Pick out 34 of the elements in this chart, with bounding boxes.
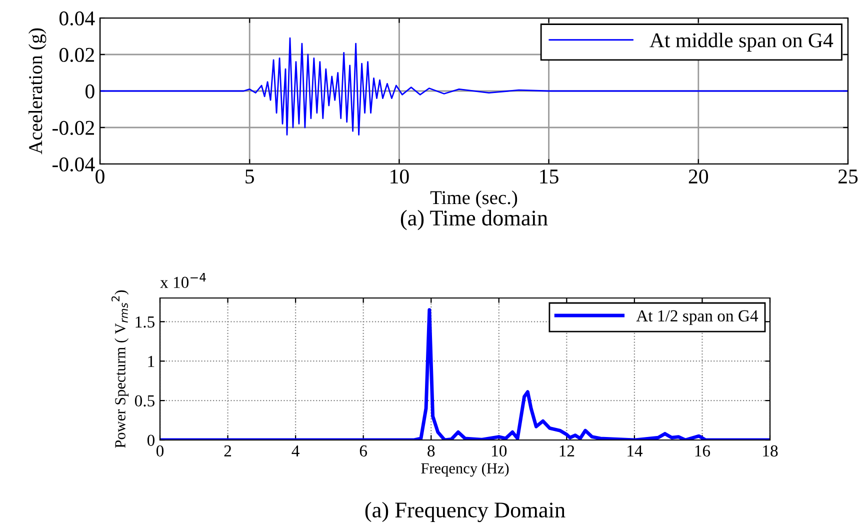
text: (a) Time domain xyxy=(400,210,548,230)
y-tick-label: 1.5 xyxy=(136,316,154,328)
y-tick-label: 1 xyxy=(148,356,154,367)
y-tick-label: 0.5 xyxy=(134,395,154,407)
y-axis-title: Power Specturm ( V$_{rms}$$^{2}$) xyxy=(111,290,129,448)
x-tick-label: 14 xyxy=(628,445,643,456)
text: x 10$^{−4}$ xyxy=(160,273,206,288)
y-axis-title: Aceeleration (g) xyxy=(28,28,46,154)
x-tick-label: 15 xyxy=(540,170,558,184)
x-tick-label: 10 xyxy=(492,445,507,457)
x-tick-label: 20 xyxy=(688,169,708,184)
x-tick-label: 0 xyxy=(156,445,164,457)
x-tick-label: 0 xyxy=(96,169,104,184)
x-tick-label: 6 xyxy=(360,445,368,457)
x-axis-title: Freqency (Hz) xyxy=(421,462,509,477)
y-tick-label: 0 xyxy=(147,434,155,446)
x-tick-label: 4 xyxy=(292,445,300,456)
x-tick-label: 16 xyxy=(695,445,710,457)
y-tick-label: 0 xyxy=(86,84,94,98)
text: (a) Frequency Domain xyxy=(365,502,566,522)
x-tick-label: 18 xyxy=(763,445,778,457)
x-tick-label: 2 xyxy=(224,445,232,456)
y-tick-label: 0.02 xyxy=(59,48,94,62)
x-tick-label: 25 xyxy=(838,170,858,184)
y-tick-label: -0.04 xyxy=(52,157,95,172)
x-tick-label: 8 xyxy=(428,445,435,457)
x-tick-label: 5 xyxy=(246,170,254,184)
legend-label: At 1/2 span on G4 xyxy=(636,310,758,325)
y-tick-label: -0.02 xyxy=(52,120,94,136)
x-tick-label: 10 xyxy=(390,169,409,184)
x-axis-title: Time (sec.) xyxy=(430,190,518,208)
legend-label: At middle span on G4 xyxy=(650,32,834,52)
x-tick-label: 12 xyxy=(560,445,574,456)
y-tick-label: 0.04 xyxy=(59,11,95,26)
